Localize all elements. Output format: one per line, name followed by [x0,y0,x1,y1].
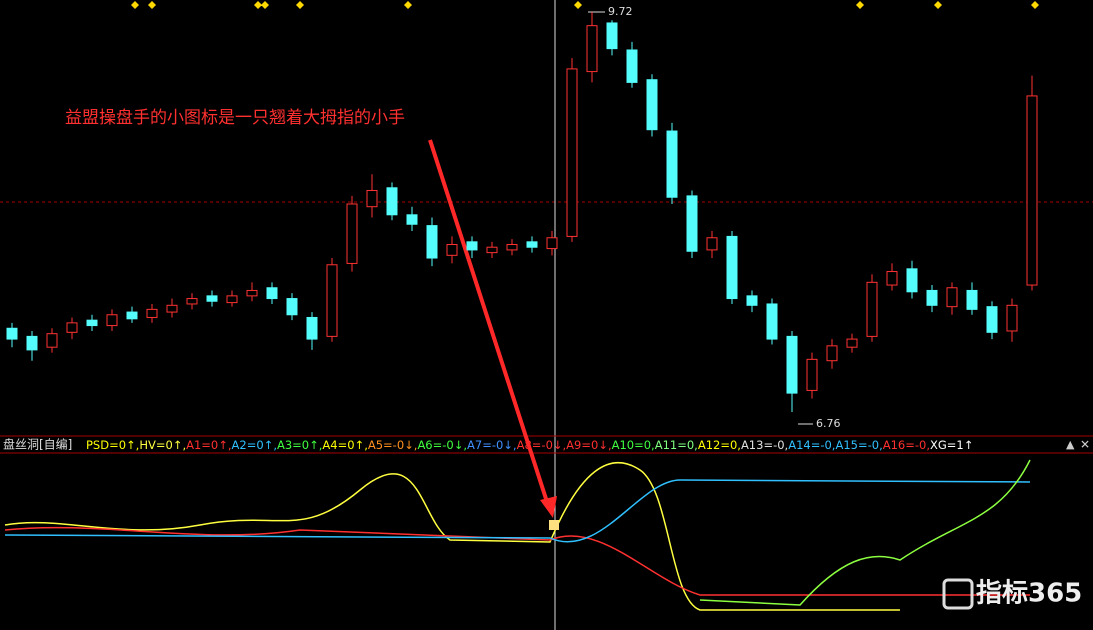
candle-body [166,304,178,313]
candle-body [726,235,738,300]
candle-body [886,271,898,286]
indicator-value: A3=0↑, [277,438,322,452]
candle-body [346,203,358,264]
indicator-value: A6=-0↓, [417,438,467,452]
candle-body [26,335,38,351]
candle-body [466,241,478,251]
indicator-value: HV=0↑, [139,438,186,452]
candle-body [646,79,658,131]
indicator-value: PSD=0↑, [86,438,139,452]
candle-body [866,281,878,337]
indicator-value: A15=-0, [835,438,882,452]
candle-body [66,322,78,333]
candle-body [906,268,918,293]
candle-body [6,327,18,340]
candle-body [546,237,558,250]
candle-body [806,358,818,391]
indicator-value: A1=0↑, [186,438,231,452]
candle-body [966,289,978,310]
candle-body [446,244,458,256]
candle-body [286,298,298,316]
candle-body [86,319,98,327]
min-label: 6.76 [816,417,841,430]
arrow [428,139,550,506]
candle-body [786,335,798,394]
candle-body [626,49,638,83]
logo [942,578,974,610]
candle-body [846,338,858,348]
candle-body [46,333,58,348]
candle-body [606,22,618,50]
candle-body [106,314,118,327]
max-label: 9.72 [608,5,633,18]
candle-body [326,264,338,337]
candles [6,12,1038,413]
candle-body [686,195,698,252]
indicator-value: A9=0↓, [566,438,611,452]
watermark: 指标365 [976,579,1082,609]
indicator-value: A2=0↑, [232,438,277,452]
candle-body [706,237,718,251]
candle-body [246,289,258,297]
indicator-value: XG=1↑ [930,438,973,452]
candle-body [266,287,278,300]
indicator-lines [4,459,1031,611]
indicator-value: A11=0, [655,438,698,452]
candle-body [746,295,758,306]
candle-body [506,244,518,251]
candle-body [986,306,998,333]
candle-body [366,189,378,208]
candle-body [186,298,198,305]
candle-body [146,308,158,318]
candle-body [586,25,598,73]
candle-body [526,241,538,248]
candle-body [206,295,218,302]
candle-body [826,345,838,362]
arrow-head [540,496,557,518]
indicator-value: A12=0, [698,438,741,452]
candle-body [766,303,778,340]
candle-body [406,214,418,225]
indicator-name[interactable]: 盘丝洞[自编] [3,437,72,452]
indicator-value: A16=-0, [883,438,930,452]
indicator-value: A13=-0, [741,438,788,452]
markers [131,1,1039,9]
candle-body [426,225,438,259]
annotation: 益盟操盘手的小图标是一只翘着大拇指的小手 [65,108,405,128]
candle-body [226,295,238,304]
marker-square [549,520,559,530]
icon-up[interactable]: ▲ [1066,438,1075,451]
candle-body [566,68,578,237]
candle-body [946,287,958,308]
indicator-value: A14=-0, [788,438,835,452]
indicator-value: A7=-0↓, [467,438,517,452]
candle-body [666,130,678,198]
candle-body [486,246,498,254]
indicator-value: A10=0, [612,438,655,452]
candle-body [1006,304,1018,332]
icon-close[interactable]: ✕ [1080,438,1090,452]
indicator-value: A5=-0↓, [368,438,418,452]
candle-body [1026,95,1038,286]
indicator-value: A8=-0↓, [517,438,567,452]
candle-body [306,316,318,340]
candle-body [126,311,138,320]
indicator-value: A4=0↑, [322,438,367,452]
candle-body [386,187,398,216]
candle-body [926,289,938,306]
